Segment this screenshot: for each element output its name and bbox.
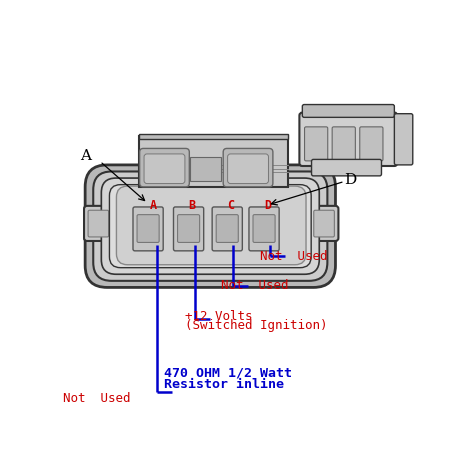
FancyBboxPatch shape — [190, 157, 221, 180]
Text: Resistor inline: Resistor inline — [164, 378, 285, 391]
FancyBboxPatch shape — [116, 186, 306, 265]
Text: (Switched Ignition): (Switched Ignition) — [184, 319, 327, 332]
FancyBboxPatch shape — [93, 171, 327, 281]
Text: B: B — [188, 199, 196, 212]
Text: D: D — [264, 199, 271, 212]
FancyBboxPatch shape — [101, 178, 319, 274]
FancyBboxPatch shape — [137, 215, 159, 242]
FancyBboxPatch shape — [304, 127, 328, 161]
FancyBboxPatch shape — [178, 215, 200, 242]
FancyBboxPatch shape — [332, 127, 355, 161]
FancyBboxPatch shape — [299, 113, 397, 166]
FancyBboxPatch shape — [140, 148, 190, 187]
FancyBboxPatch shape — [253, 215, 275, 242]
FancyBboxPatch shape — [223, 148, 273, 187]
FancyBboxPatch shape — [85, 165, 335, 287]
FancyBboxPatch shape — [302, 104, 394, 117]
Text: Not  Used: Not Used — [260, 250, 327, 263]
FancyBboxPatch shape — [312, 160, 381, 176]
FancyBboxPatch shape — [139, 136, 288, 187]
FancyBboxPatch shape — [360, 127, 383, 161]
FancyBboxPatch shape — [228, 154, 268, 183]
Text: A: A — [80, 149, 91, 163]
FancyBboxPatch shape — [314, 210, 334, 237]
FancyBboxPatch shape — [139, 134, 288, 139]
Text: D: D — [344, 172, 356, 187]
FancyBboxPatch shape — [84, 206, 113, 241]
Text: A: A — [150, 199, 157, 212]
FancyBboxPatch shape — [144, 154, 185, 183]
FancyBboxPatch shape — [173, 207, 204, 251]
Text: Not  Used: Not Used — [63, 392, 131, 406]
FancyBboxPatch shape — [133, 207, 163, 251]
FancyBboxPatch shape — [88, 210, 109, 237]
FancyBboxPatch shape — [109, 185, 311, 268]
Text: +12 Volts: +12 Volts — [184, 310, 252, 323]
Text: 470 OHM 1/2 Watt: 470 OHM 1/2 Watt — [164, 367, 292, 380]
Text: Not  Used: Not Used — [221, 279, 289, 292]
FancyBboxPatch shape — [216, 215, 238, 242]
Text: C: C — [227, 199, 234, 212]
FancyBboxPatch shape — [212, 207, 242, 251]
FancyBboxPatch shape — [310, 206, 338, 241]
FancyBboxPatch shape — [249, 207, 279, 251]
FancyBboxPatch shape — [394, 114, 413, 165]
